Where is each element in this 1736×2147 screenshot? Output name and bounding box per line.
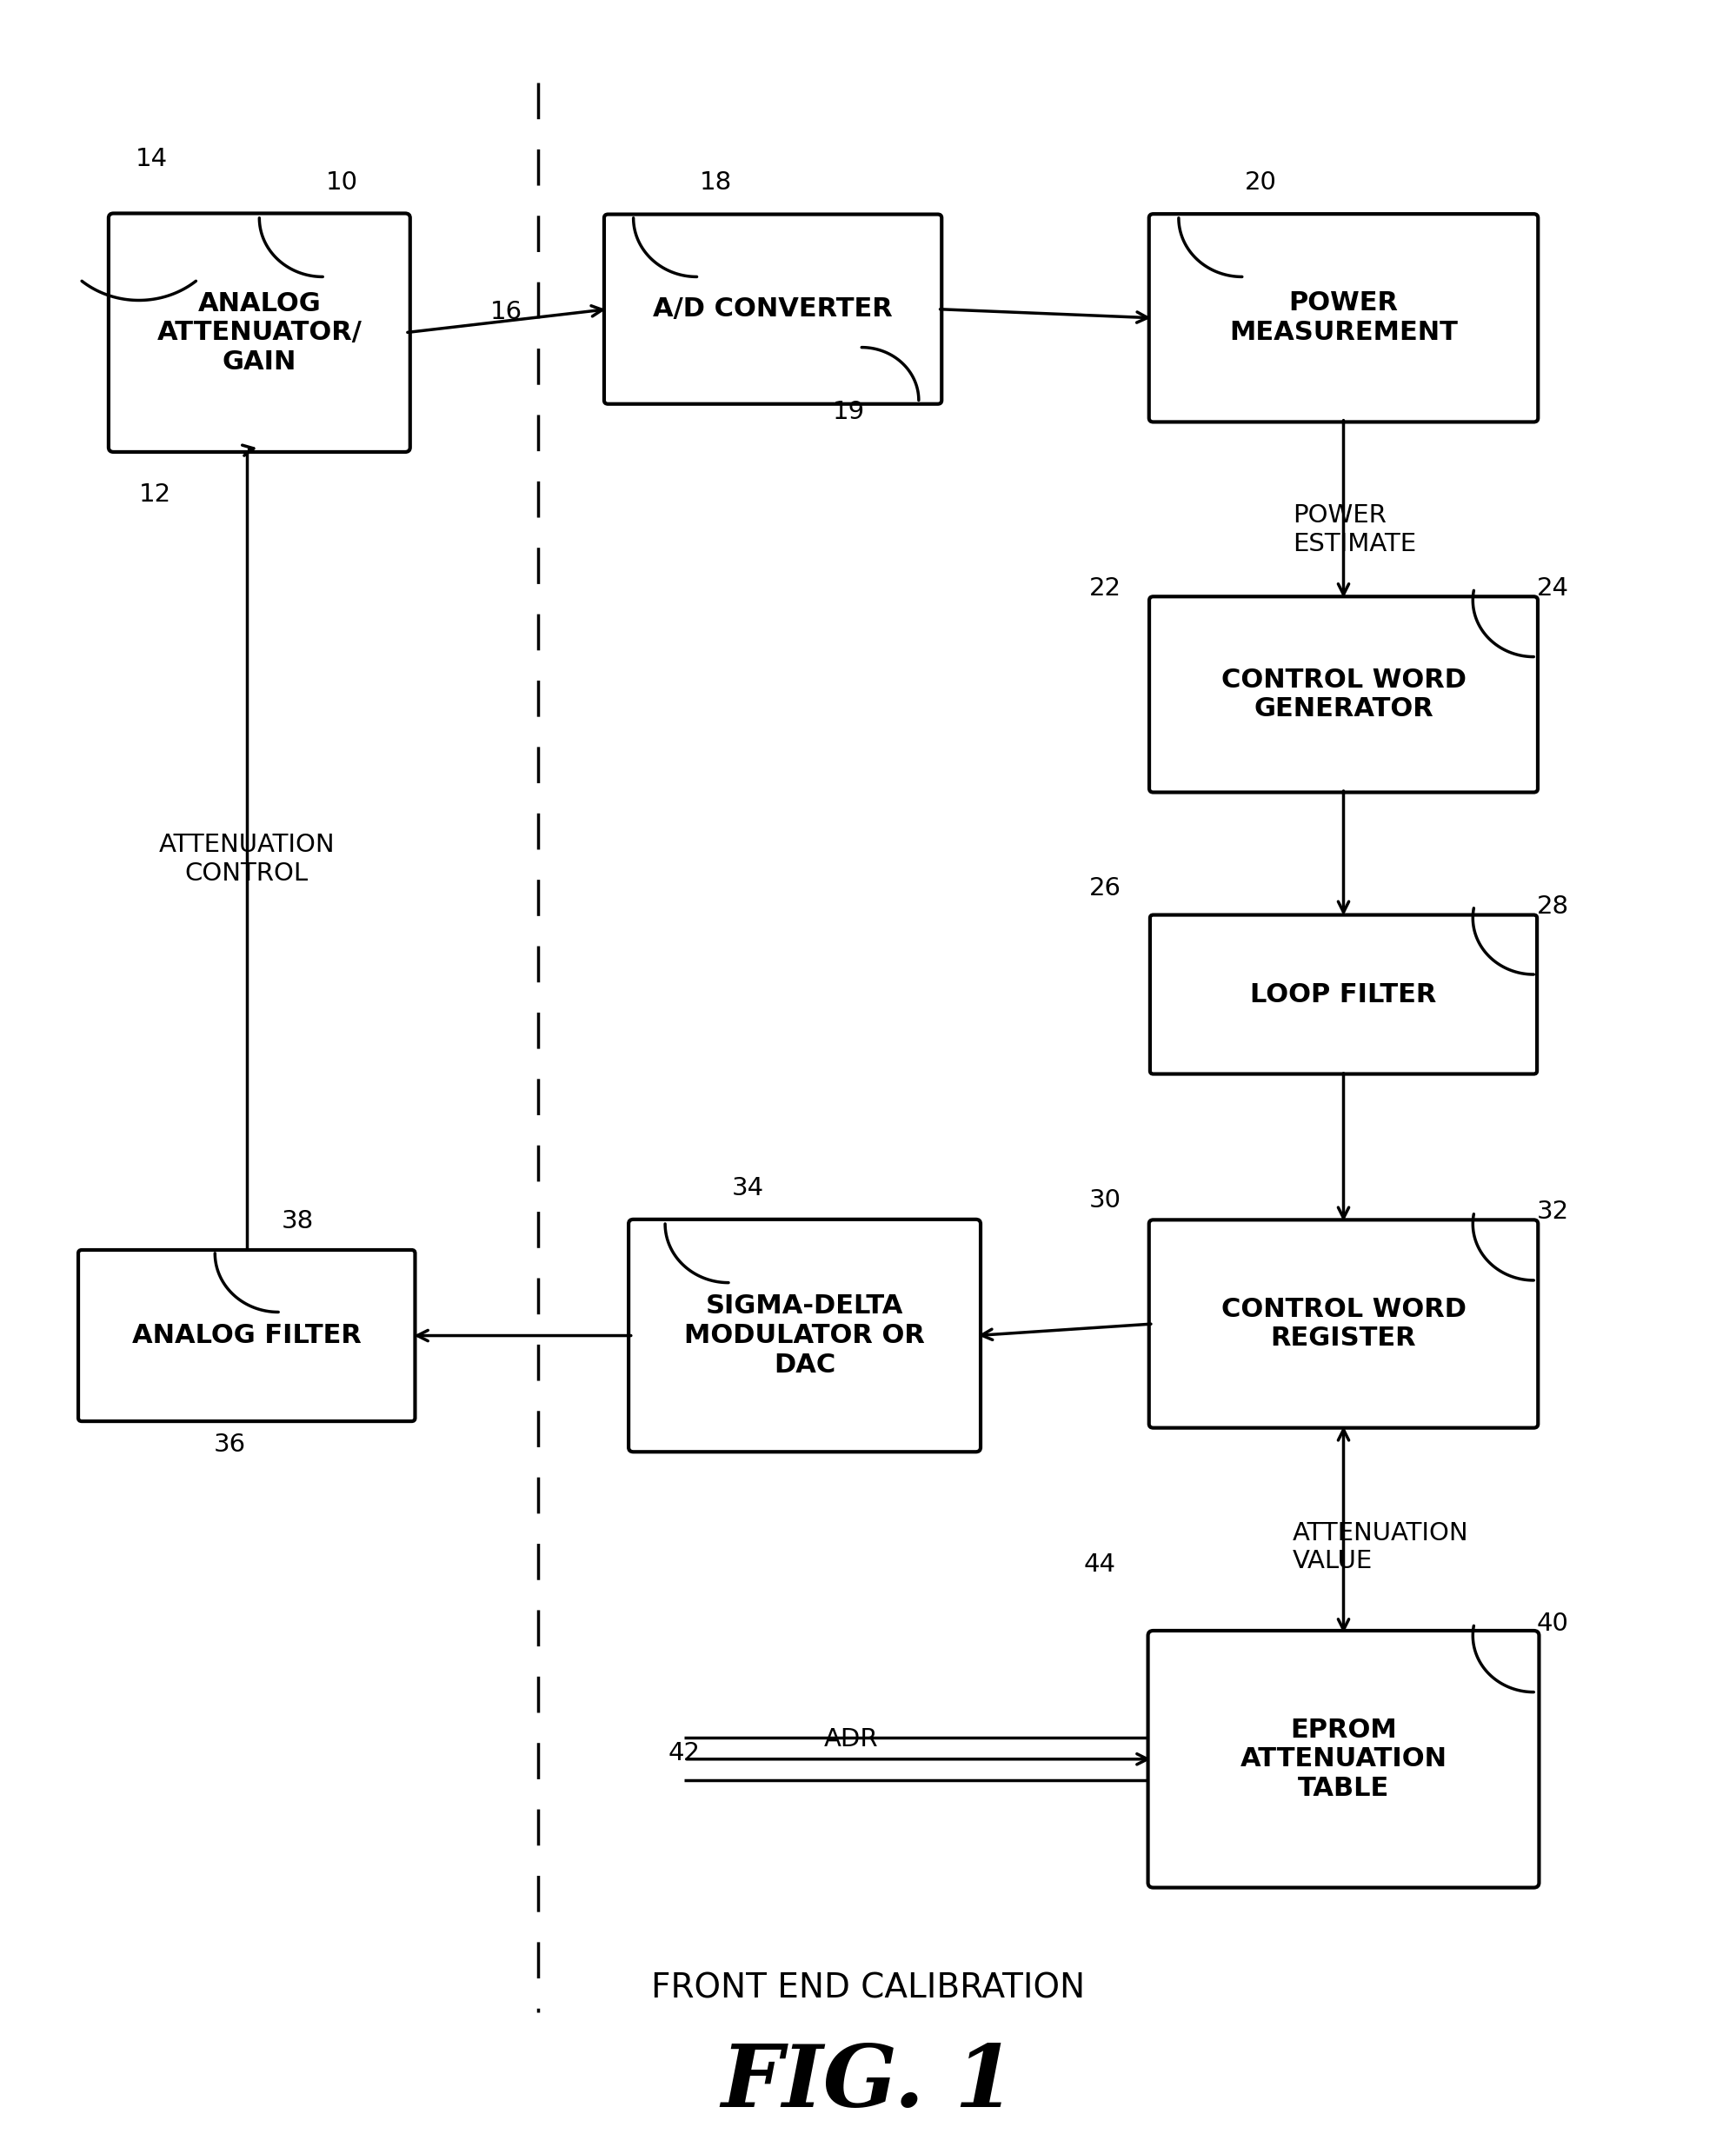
Text: 14: 14 bbox=[135, 146, 168, 172]
Text: 32: 32 bbox=[1536, 1200, 1569, 1224]
Text: 19: 19 bbox=[833, 399, 865, 425]
Text: 20: 20 bbox=[1245, 170, 1278, 195]
Text: 44: 44 bbox=[1083, 1552, 1116, 1578]
Text: ANALOG
ATTENUATOR/
GAIN: ANALOG ATTENUATOR/ GAIN bbox=[156, 290, 361, 374]
Text: 26: 26 bbox=[1088, 876, 1121, 902]
FancyBboxPatch shape bbox=[1149, 215, 1538, 423]
Text: CONTROL WORD
GENERATOR: CONTROL WORD GENERATOR bbox=[1220, 668, 1467, 721]
Text: 40: 40 bbox=[1536, 1612, 1569, 1636]
FancyBboxPatch shape bbox=[1149, 915, 1536, 1074]
FancyBboxPatch shape bbox=[78, 1250, 415, 1421]
Text: FIG. 1: FIG. 1 bbox=[720, 2042, 1016, 2126]
Text: ATTENUATION
VALUE: ATTENUATION VALUE bbox=[1293, 1520, 1469, 1574]
Text: SIGMA-DELTA
MODULATOR OR
DAC: SIGMA-DELTA MODULATOR OR DAC bbox=[684, 1295, 925, 1378]
Text: LOOP FILTER: LOOP FILTER bbox=[1250, 981, 1437, 1007]
Text: 18: 18 bbox=[700, 170, 733, 195]
Text: 12: 12 bbox=[139, 483, 172, 507]
Text: 36: 36 bbox=[214, 1432, 247, 1458]
FancyBboxPatch shape bbox=[1149, 597, 1538, 792]
Text: 38: 38 bbox=[281, 1209, 314, 1235]
FancyBboxPatch shape bbox=[628, 1219, 981, 1451]
Text: EPROM
ATTENUATION
TABLE: EPROM ATTENUATION TABLE bbox=[1240, 1718, 1448, 1801]
Text: 34: 34 bbox=[731, 1177, 764, 1200]
FancyBboxPatch shape bbox=[1147, 1632, 1540, 1887]
Text: 22: 22 bbox=[1088, 575, 1121, 601]
Text: 28: 28 bbox=[1536, 893, 1569, 919]
Text: 24: 24 bbox=[1536, 575, 1569, 601]
Text: CONTROL WORD
REGISTER: CONTROL WORD REGISTER bbox=[1220, 1297, 1467, 1350]
FancyBboxPatch shape bbox=[1149, 1219, 1538, 1428]
Text: A/D CONVERTER: A/D CONVERTER bbox=[653, 296, 892, 322]
Text: ANALOG FILTER: ANALOG FILTER bbox=[132, 1323, 361, 1348]
Text: ATTENUATION
CONTROL: ATTENUATION CONTROL bbox=[158, 833, 335, 885]
Text: ADR: ADR bbox=[823, 1726, 878, 1752]
Text: 16: 16 bbox=[491, 301, 523, 324]
Text: 10: 10 bbox=[326, 170, 358, 195]
FancyBboxPatch shape bbox=[604, 215, 941, 404]
Text: FRONT END CALIBRATION: FRONT END CALIBRATION bbox=[651, 1973, 1085, 2005]
Text: POWER
ESTIMATE: POWER ESTIMATE bbox=[1293, 502, 1417, 556]
Text: 30: 30 bbox=[1088, 1187, 1121, 1213]
FancyBboxPatch shape bbox=[109, 213, 410, 453]
Text: POWER
MEASUREMENT: POWER MEASUREMENT bbox=[1229, 290, 1458, 346]
Text: 42: 42 bbox=[668, 1741, 700, 1765]
